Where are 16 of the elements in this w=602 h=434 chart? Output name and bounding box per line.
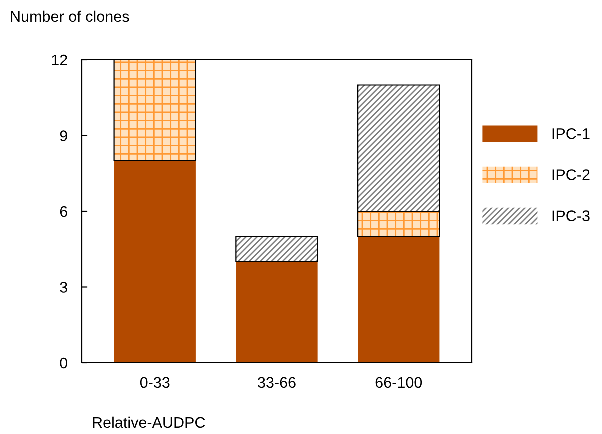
x-axis-title: Relative-AUDPC (93, 416, 206, 428)
x-tick-label: 33-66 (258, 377, 296, 388)
y-axis-title: Number of clones (11, 10, 130, 22)
x-tick-label: 0-33 (140, 377, 170, 388)
y-tick-label: 0 (60, 358, 68, 369)
y-tick-label: 3 (60, 282, 68, 293)
bar (236, 262, 318, 363)
legend-label: IPC-1 (552, 128, 590, 140)
y-tick-label: 6 (60, 206, 68, 218)
x-tick-label: 66-100 (376, 377, 422, 388)
y-tick-label: 9 (60, 130, 68, 142)
bar (114, 161, 196, 363)
y-tick-label: 12 (52, 54, 68, 66)
legend-label: IPC-3 (552, 210, 590, 222)
bar (358, 236, 440, 363)
legend-label: IPC-2 (552, 170, 590, 180)
